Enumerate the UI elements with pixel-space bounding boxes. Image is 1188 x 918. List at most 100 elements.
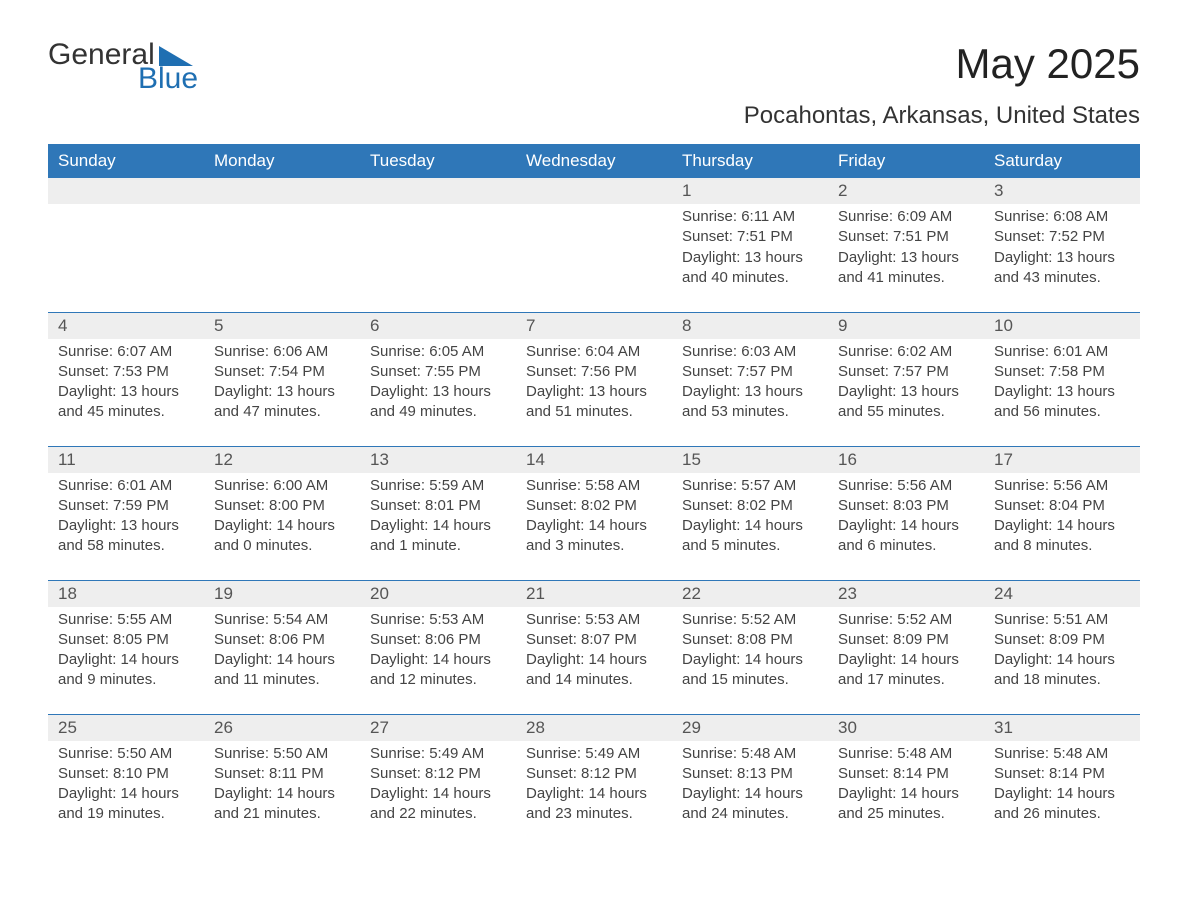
calendar-day-cell: 25Sunrise: 5:50 AMSunset: 8:10 PMDayligh… xyxy=(48,714,204,848)
day-number: 29 xyxy=(672,715,828,741)
sunrise-line: Sunrise: 5:48 AM xyxy=(682,744,818,764)
sunrise-line: Sunrise: 6:02 AM xyxy=(838,342,974,362)
day-number: 4 xyxy=(48,313,204,339)
calendar-week-row: 4Sunrise: 6:07 AMSunset: 7:53 PMDaylight… xyxy=(48,312,1140,446)
sunrise-line: Sunrise: 5:55 AM xyxy=(58,610,194,630)
sunrise-line: Sunrise: 5:53 AM xyxy=(370,610,506,630)
logo: General Blue xyxy=(48,40,198,94)
day-number: 7 xyxy=(516,313,672,339)
sunrise-line: Sunrise: 6:09 AM xyxy=(838,207,974,227)
day-details: Sunrise: 6:00 AMSunset: 8:00 PMDaylight:… xyxy=(204,473,360,563)
header: General Blue May 2025 xyxy=(48,40,1140,94)
sunset-line: Sunset: 7:58 PM xyxy=(994,362,1130,382)
calendar-day-cell: 20Sunrise: 5:53 AMSunset: 8:06 PMDayligh… xyxy=(360,580,516,714)
sunrise-line: Sunrise: 5:52 AM xyxy=(682,610,818,630)
day-number: 24 xyxy=(984,581,1140,607)
daylight-line: Daylight: 13 hours and 56 minutes. xyxy=(994,382,1130,423)
calendar-day-cell: 23Sunrise: 5:52 AMSunset: 8:09 PMDayligh… xyxy=(828,580,984,714)
sunset-line: Sunset: 8:01 PM xyxy=(370,496,506,516)
sunset-line: Sunset: 7:57 PM xyxy=(682,362,818,382)
day-details: Sunrise: 6:01 AMSunset: 7:59 PMDaylight:… xyxy=(48,473,204,563)
calendar-week-row: 25Sunrise: 5:50 AMSunset: 8:10 PMDayligh… xyxy=(48,714,1140,848)
sunrise-line: Sunrise: 6:01 AM xyxy=(994,342,1130,362)
day-details: Sunrise: 6:07 AMSunset: 7:53 PMDaylight:… xyxy=(48,339,204,429)
sunrise-line: Sunrise: 6:06 AM xyxy=(214,342,350,362)
sunset-line: Sunset: 8:06 PM xyxy=(370,630,506,650)
day-details: Sunrise: 6:03 AMSunset: 7:57 PMDaylight:… xyxy=(672,339,828,429)
calendar-day-cell: 12Sunrise: 6:00 AMSunset: 8:00 PMDayligh… xyxy=(204,446,360,580)
day-number: 6 xyxy=(360,313,516,339)
day-details: Sunrise: 5:52 AMSunset: 8:09 PMDaylight:… xyxy=(828,607,984,697)
sunrise-line: Sunrise: 6:11 AM xyxy=(682,207,818,227)
calendar-day-cell: 8Sunrise: 6:03 AMSunset: 7:57 PMDaylight… xyxy=(672,312,828,446)
day-details: Sunrise: 5:48 AMSunset: 8:14 PMDaylight:… xyxy=(828,741,984,831)
day-details: Sunrise: 5:51 AMSunset: 8:09 PMDaylight:… xyxy=(984,607,1140,697)
sunrise-line: Sunrise: 6:05 AM xyxy=(370,342,506,362)
sunset-line: Sunset: 8:05 PM xyxy=(58,630,194,650)
sunrise-line: Sunrise: 5:57 AM xyxy=(682,476,818,496)
sunset-line: Sunset: 7:53 PM xyxy=(58,362,194,382)
calendar-day-cell: 14Sunrise: 5:58 AMSunset: 8:02 PMDayligh… xyxy=(516,446,672,580)
calendar-day-cell: 28Sunrise: 5:49 AMSunset: 8:12 PMDayligh… xyxy=(516,714,672,848)
day-details: Sunrise: 5:54 AMSunset: 8:06 PMDaylight:… xyxy=(204,607,360,697)
day-details: Sunrise: 5:56 AMSunset: 8:04 PMDaylight:… xyxy=(984,473,1140,563)
sunset-line: Sunset: 8:12 PM xyxy=(526,764,662,784)
sunrise-line: Sunrise: 6:01 AM xyxy=(58,476,194,496)
day-number xyxy=(360,178,516,204)
daylight-line: Daylight: 14 hours and 22 minutes. xyxy=(370,784,506,825)
daylight-line: Daylight: 14 hours and 9 minutes. xyxy=(58,650,194,691)
day-number: 16 xyxy=(828,447,984,473)
day-details: Sunrise: 6:08 AMSunset: 7:52 PMDaylight:… xyxy=(984,204,1140,294)
daylight-line: Daylight: 13 hours and 43 minutes. xyxy=(994,248,1130,289)
day-details: Sunrise: 6:01 AMSunset: 7:58 PMDaylight:… xyxy=(984,339,1140,429)
daylight-line: Daylight: 14 hours and 25 minutes. xyxy=(838,784,974,825)
day-details: Sunrise: 5:52 AMSunset: 8:08 PMDaylight:… xyxy=(672,607,828,697)
day-number: 26 xyxy=(204,715,360,741)
daylight-line: Daylight: 13 hours and 51 minutes. xyxy=(526,382,662,423)
daylight-line: Daylight: 14 hours and 6 minutes. xyxy=(838,516,974,557)
day-details: Sunrise: 6:05 AMSunset: 7:55 PMDaylight:… xyxy=(360,339,516,429)
day-details: Sunrise: 6:04 AMSunset: 7:56 PMDaylight:… xyxy=(516,339,672,429)
weekday-header: Tuesday xyxy=(360,144,516,178)
sunset-line: Sunset: 7:55 PM xyxy=(370,362,506,382)
daylight-line: Daylight: 14 hours and 21 minutes. xyxy=(214,784,350,825)
sunrise-line: Sunrise: 5:50 AM xyxy=(58,744,194,764)
day-number: 22 xyxy=(672,581,828,607)
calendar-week-row: 18Sunrise: 5:55 AMSunset: 8:05 PMDayligh… xyxy=(48,580,1140,714)
daylight-line: Daylight: 14 hours and 26 minutes. xyxy=(994,784,1130,825)
location-subtitle: Pocahontas, Arkansas, United States xyxy=(48,102,1140,130)
day-details: Sunrise: 6:06 AMSunset: 7:54 PMDaylight:… xyxy=(204,339,360,429)
daylight-line: Daylight: 14 hours and 11 minutes. xyxy=(214,650,350,691)
calendar-day-cell xyxy=(48,178,204,312)
sunrise-line: Sunrise: 6:07 AM xyxy=(58,342,194,362)
calendar-day-cell: 10Sunrise: 6:01 AMSunset: 7:58 PMDayligh… xyxy=(984,312,1140,446)
sunset-line: Sunset: 7:51 PM xyxy=(838,227,974,247)
day-number: 11 xyxy=(48,447,204,473)
sunset-line: Sunset: 8:09 PM xyxy=(994,630,1130,650)
day-number: 8 xyxy=(672,313,828,339)
day-number: 21 xyxy=(516,581,672,607)
day-details: Sunrise: 5:58 AMSunset: 8:02 PMDaylight:… xyxy=(516,473,672,563)
calendar-day-cell: 17Sunrise: 5:56 AMSunset: 8:04 PMDayligh… xyxy=(984,446,1140,580)
daylight-line: Daylight: 13 hours and 45 minutes. xyxy=(58,382,194,423)
sunrise-line: Sunrise: 5:52 AM xyxy=(838,610,974,630)
day-details: Sunrise: 5:57 AMSunset: 8:02 PMDaylight:… xyxy=(672,473,828,563)
sunrise-line: Sunrise: 5:56 AM xyxy=(994,476,1130,496)
sunset-line: Sunset: 8:04 PM xyxy=(994,496,1130,516)
calendar-day-cell: 24Sunrise: 5:51 AMSunset: 8:09 PMDayligh… xyxy=(984,580,1140,714)
day-details: Sunrise: 5:53 AMSunset: 8:07 PMDaylight:… xyxy=(516,607,672,697)
day-number: 3 xyxy=(984,178,1140,204)
day-number xyxy=(516,178,672,204)
sunrise-line: Sunrise: 6:03 AM xyxy=(682,342,818,362)
day-details: Sunrise: 5:56 AMSunset: 8:03 PMDaylight:… xyxy=(828,473,984,563)
calendar-day-cell: 1Sunrise: 6:11 AMSunset: 7:51 PMDaylight… xyxy=(672,178,828,312)
calendar-day-cell xyxy=(516,178,672,312)
calendar-table: Sunday Monday Tuesday Wednesday Thursday… xyxy=(48,144,1140,848)
weekday-header: Monday xyxy=(204,144,360,178)
daylight-line: Daylight: 13 hours and 49 minutes. xyxy=(370,382,506,423)
day-number xyxy=(204,178,360,204)
day-number: 14 xyxy=(516,447,672,473)
day-number: 9 xyxy=(828,313,984,339)
day-number xyxy=(48,178,204,204)
sunset-line: Sunset: 7:52 PM xyxy=(994,227,1130,247)
